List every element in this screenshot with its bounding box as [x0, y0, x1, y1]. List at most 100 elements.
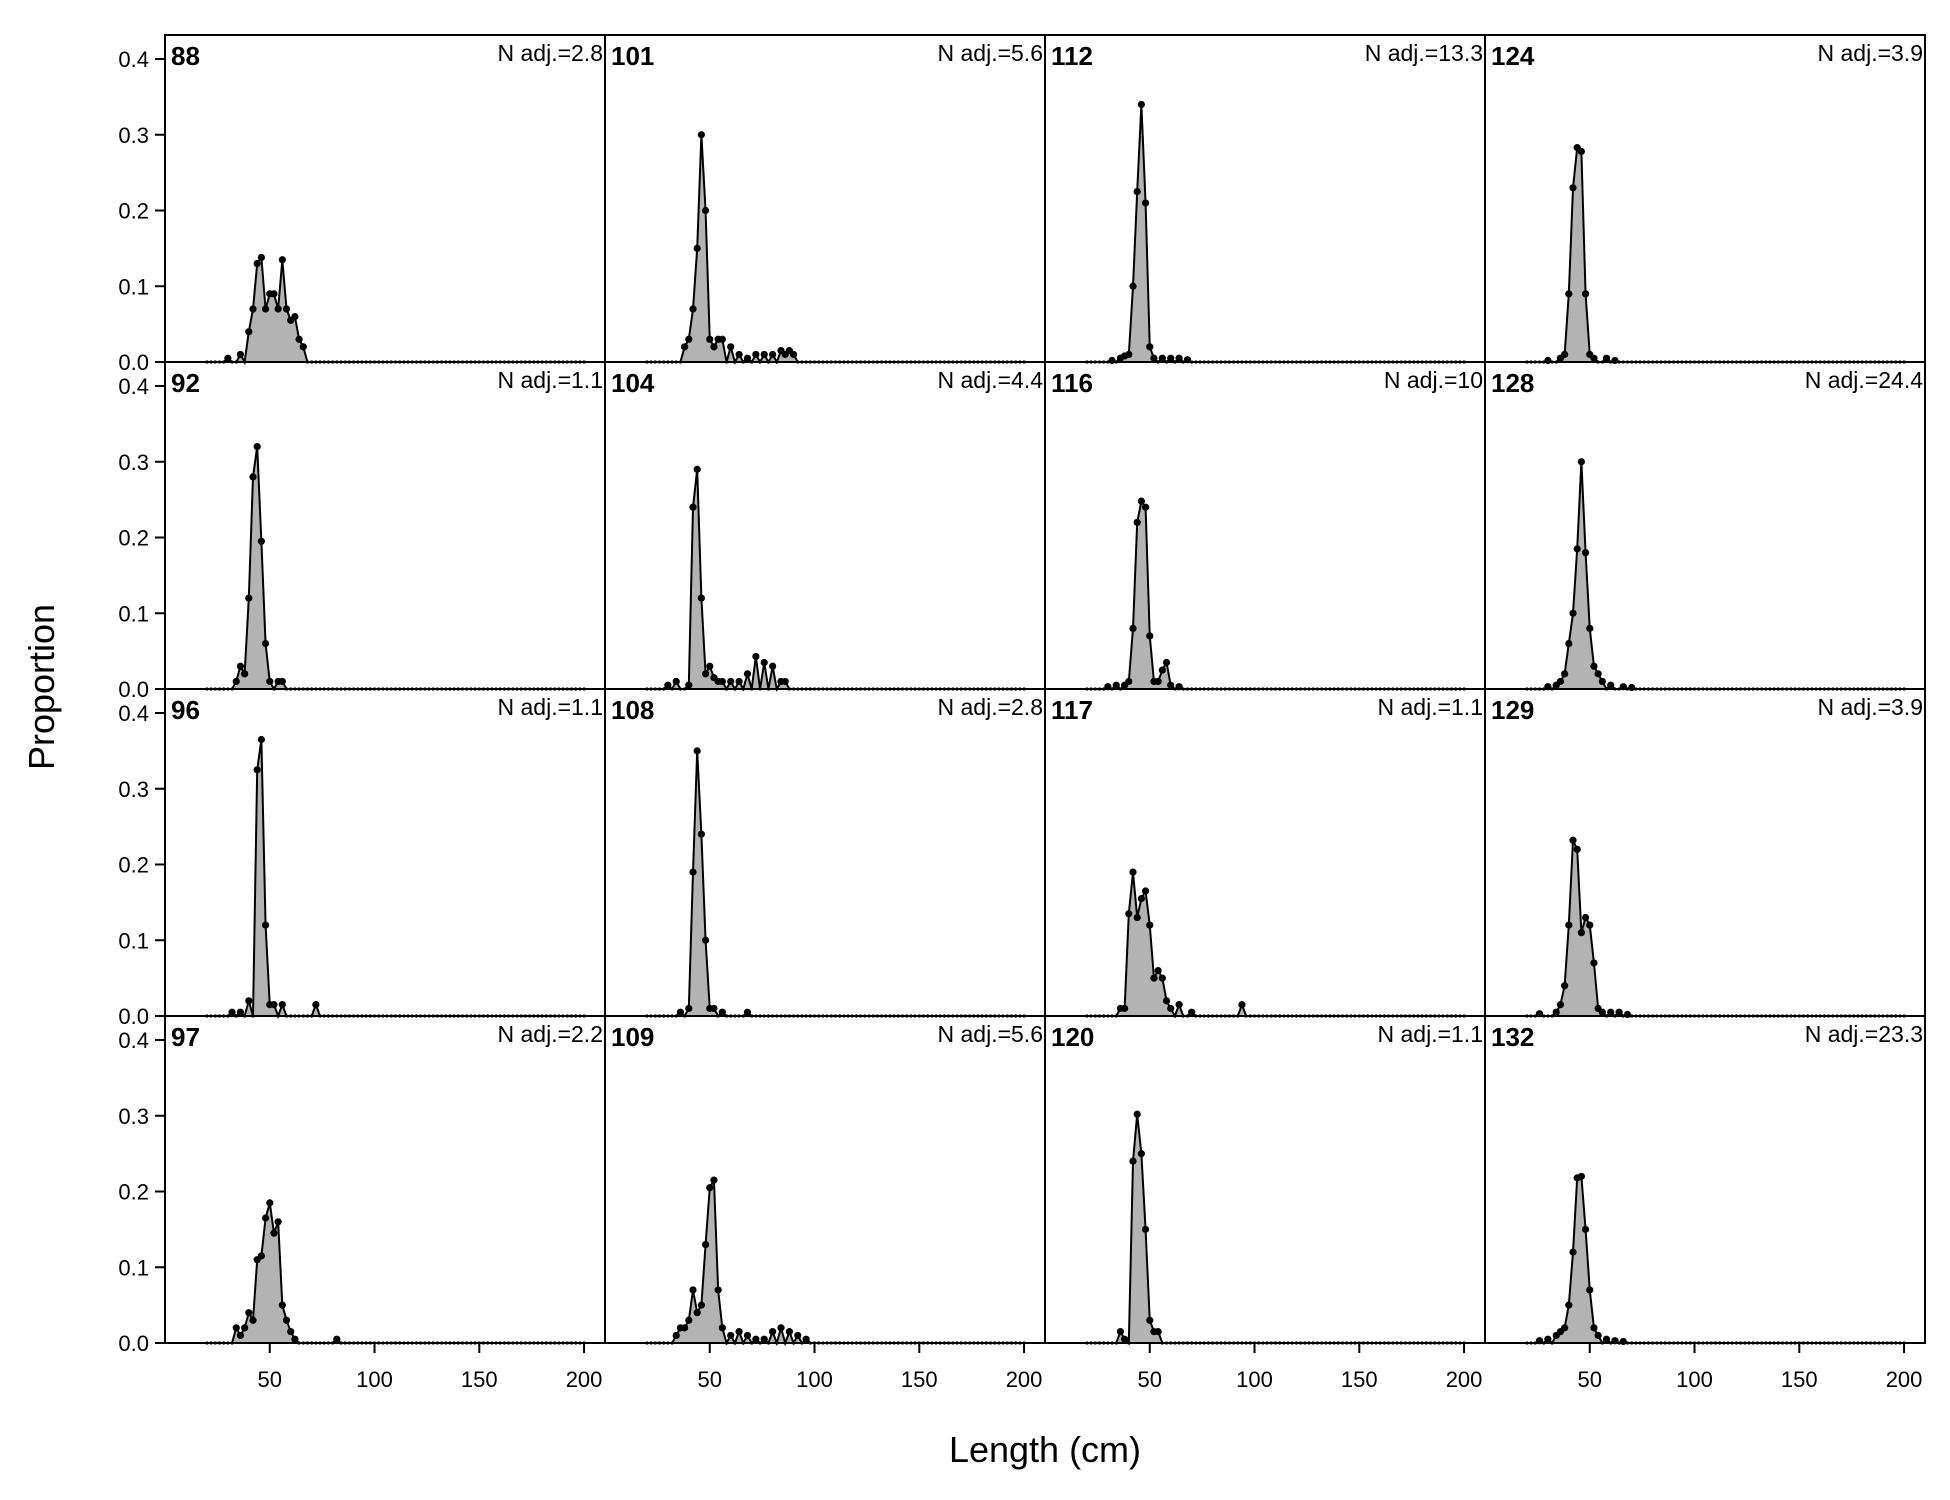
data-point: [777, 1324, 785, 1332]
x-tick-label: 50: [258, 1367, 282, 1392]
data-point: [1167, 681, 1175, 689]
y-tick-label: 0.2: [118, 1180, 149, 1205]
panel-97: 97 N adj.=2.2: [164, 1015, 606, 1345]
data-point: [1573, 545, 1581, 553]
data-point: [693, 747, 701, 755]
data-point: [689, 1286, 697, 1294]
data-point: [287, 1328, 295, 1336]
data-point: [245, 594, 253, 602]
x-axis-title: Length (cm): [949, 1429, 1141, 1470]
y-axis-title: Proportion: [21, 604, 62, 770]
data-point: [257, 735, 265, 744]
data-point: [785, 1328, 793, 1336]
data-point: [1137, 100, 1145, 109]
data-point: [249, 473, 257, 481]
data-point: [689, 503, 697, 511]
data-point: [266, 677, 274, 686]
y-tick-label: 0.2: [118, 853, 149, 878]
data-point: [282, 305, 291, 313]
y-tick-label: 0.0: [118, 677, 149, 702]
panel-title: 120: [1051, 1022, 1094, 1052]
data-point: [701, 670, 710, 678]
data-point: [232, 677, 240, 686]
data-point: [743, 1008, 752, 1016]
data-point: [672, 1331, 680, 1340]
data-point: [312, 1001, 320, 1009]
panel-nadj: N adj.=13.3: [1365, 40, 1483, 66]
data-point: [760, 658, 768, 667]
data-point: [1129, 282, 1137, 290]
area-fill-104: [646, 469, 1025, 689]
area-fill-96: [206, 739, 585, 1016]
data-point: [1158, 354, 1166, 362]
data-point: [1569, 836, 1577, 844]
data-point: [760, 350, 768, 359]
data-point: [1611, 356, 1619, 365]
data-point: [1561, 350, 1569, 359]
data-point: [291, 312, 299, 321]
panel-109: 109 N adj.=5.6: [604, 1015, 1046, 1347]
panel-title: 101: [611, 41, 654, 71]
panel-88: 88 N adj.=2.8: [164, 34, 606, 366]
panel-title: 112: [1051, 41, 1093, 71]
panel-nadj: N adj.=10: [1384, 367, 1483, 393]
x-tick-label: 200: [1446, 1367, 1483, 1392]
data-point: [1581, 549, 1590, 557]
data-point: [718, 677, 726, 686]
data-point: [689, 305, 697, 313]
data-point: [735, 350, 743, 359]
data-point: [681, 343, 689, 351]
data-point: [701, 206, 710, 215]
panel-nadj: N adj.=1.1: [1378, 694, 1484, 720]
data-point: [1615, 1008, 1623, 1016]
panel-title: 124: [1491, 41, 1535, 71]
data-point: [253, 259, 261, 268]
data-point: [1141, 1225, 1150, 1233]
data-point: [274, 305, 282, 313]
data-point: [689, 868, 697, 876]
panel-nadj: N adj.=2.8: [938, 694, 1044, 720]
data-point: [1586, 1286, 1594, 1294]
data-point: [1129, 1157, 1137, 1165]
y-tick-label: 0.2: [118, 526, 149, 551]
data-point: [710, 1176, 718, 1184]
panel-frame: [164, 1015, 606, 1344]
panels-grid: 88 N adj.=2.8 92 N adj.=1.1 96 N adj.=1.1 97 N …: [164, 34, 1926, 1347]
data-point: [1175, 354, 1183, 362]
panel-frame: [164, 34, 606, 363]
data-point: [727, 677, 735, 686]
panel-frame: [604, 1015, 1046, 1344]
data-point: [714, 1286, 722, 1294]
data-point: [249, 305, 257, 313]
data-point: [1133, 1110, 1141, 1118]
y-tick-label: 0.1: [118, 928, 149, 953]
panel-frame: [1484, 34, 1926, 363]
data-point: [1565, 1301, 1573, 1309]
panel-92: 92 N adj.=1.1: [164, 361, 606, 692]
panel-frame: [604, 361, 1046, 690]
panel-frame: [604, 34, 1046, 363]
data-point: [1133, 913, 1141, 922]
panel-frame: [1044, 1015, 1486, 1344]
panel-title: 116: [1051, 368, 1093, 398]
data-point: [1590, 1324, 1598, 1332]
panel-title: 128: [1491, 368, 1534, 398]
data-point: [1602, 1335, 1611, 1343]
data-point: [274, 1218, 282, 1226]
data-point: [743, 670, 752, 678]
panel-title: 104: [611, 368, 655, 398]
data-point: [1577, 147, 1585, 156]
data-point: [1561, 982, 1569, 990]
data-point: [228, 1008, 236, 1016]
data-point: [261, 639, 270, 648]
data-point: [693, 465, 701, 473]
panel-117: 117 N adj.=1.1: [1044, 688, 1486, 1019]
data-point: [1141, 199, 1150, 207]
panel-128: 128 N adj.=24.4: [1484, 361, 1926, 692]
panel-frame: [1044, 688, 1486, 1017]
data-point: [1162, 997, 1171, 1005]
data-point: [1238, 1001, 1246, 1009]
panel-96: 96 N adj.=1.1: [164, 688, 606, 1019]
data-point: [253, 443, 261, 451]
data-point: [1565, 921, 1573, 929]
